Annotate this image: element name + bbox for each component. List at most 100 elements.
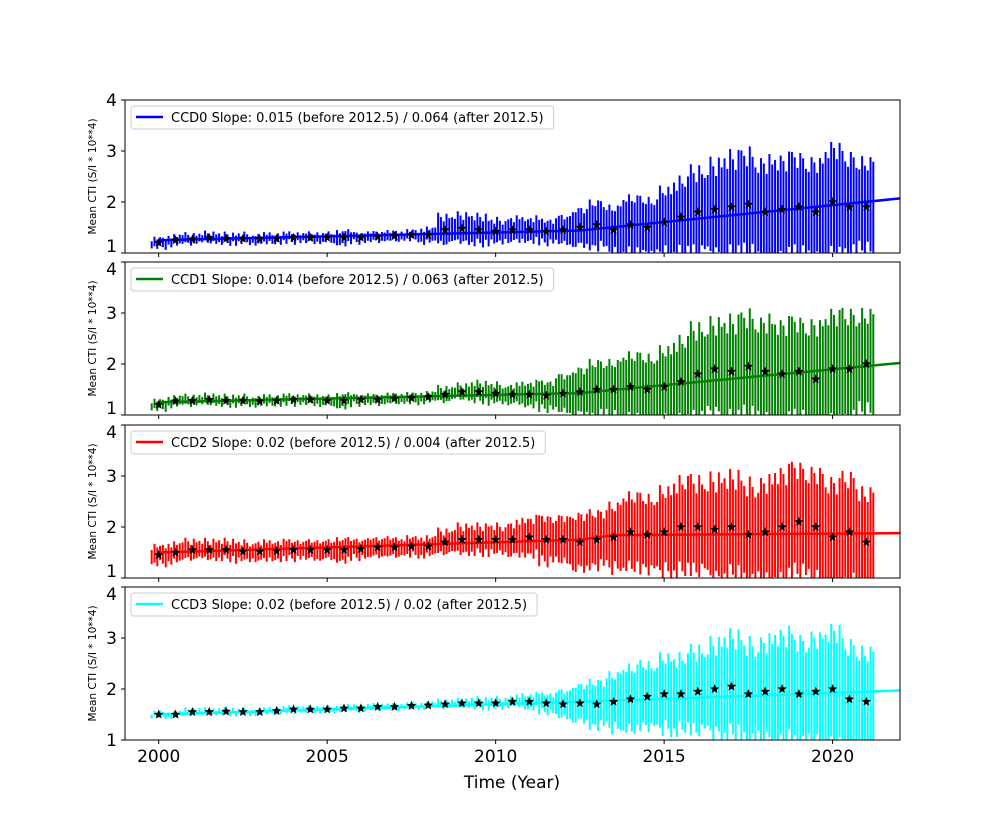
data-point — [507, 696, 518, 706]
data-point — [170, 235, 181, 245]
subplot-ccd0: 1 2 3 4 Mean CTI (S/I * 10**4) CCD0 Slope: 0.… — [87, 91, 901, 257]
data-point — [844, 202, 855, 212]
data-point — [457, 698, 467, 708]
data-point — [187, 707, 198, 716]
data-point — [238, 546, 248, 556]
data-point — [339, 703, 349, 713]
data-point — [592, 384, 602, 394]
data-point — [794, 689, 804, 699]
data-point — [659, 217, 669, 227]
data-point — [743, 199, 754, 209]
data-point — [322, 704, 332, 714]
data-point — [709, 364, 720, 374]
data-point — [153, 550, 164, 560]
data-point — [743, 361, 754, 371]
x-tick-label: 2005 — [306, 747, 349, 767]
data-point — [726, 202, 737, 212]
y-axis-label: Mean CTI (S/I * 10**4) — [87, 280, 99, 396]
subplot-ccd3: 1 2 3 4 2000 2005 2010 2015 2020 Mean CTI (S/I * … — [87, 585, 901, 767]
legend: CCD1 Slope: 0.014 (before 2012.5) / 0.06… — [130, 267, 555, 292]
data-point — [204, 545, 214, 554]
data-point — [659, 381, 669, 391]
data-point — [322, 395, 332, 405]
data-point — [794, 202, 804, 212]
legend-label: CCD0 Slope: 0.015 (before 2012.5) / 0.06… — [171, 111, 544, 126]
data-point — [861, 696, 872, 706]
data-point — [423, 230, 433, 240]
data-point — [541, 390, 551, 400]
data-point — [541, 534, 551, 544]
y-tick-label: 1 — [106, 731, 117, 751]
data-point — [389, 542, 400, 552]
data-point — [558, 699, 568, 709]
y-tick-label: 1 — [106, 237, 117, 257]
y-tick-label: 3 — [106, 629, 117, 649]
data-point — [659, 527, 669, 537]
data-point — [760, 527, 770, 537]
data-point — [153, 709, 164, 719]
plot-frame — [124, 99, 901, 254]
data-point — [524, 389, 535, 399]
data-point — [709, 524, 720, 534]
x-tick-label: 2020 — [811, 747, 854, 767]
y-tick-label: 3 — [106, 142, 117, 162]
legend: CCD3 Slope: 0.02 (before 2012.5) / 0.02 … — [130, 592, 538, 617]
data-point — [827, 684, 838, 693]
data-point — [474, 698, 484, 708]
data-point — [440, 537, 450, 547]
y-tick-label: 3 — [106, 304, 117, 324]
data-point — [288, 704, 299, 714]
data-point — [153, 399, 164, 409]
data-point — [153, 237, 164, 247]
data-point — [558, 388, 568, 398]
data-point — [811, 374, 821, 384]
fit-line — [158, 197, 900, 242]
data-point — [356, 703, 366, 713]
data-point — [743, 529, 754, 539]
y-tick-label: 4 — [106, 91, 117, 111]
data-point — [221, 233, 231, 243]
data-point — [844, 694, 855, 704]
data-point — [659, 689, 669, 699]
data-point — [726, 366, 737, 376]
legend-label: CCD1 Slope: 0.014 (before 2012.5) / 0.06… — [171, 273, 544, 288]
data-point — [339, 232, 349, 242]
data-point — [238, 707, 248, 716]
x-tick-label: 2000 — [137, 747, 180, 767]
y-tick-label: 4 — [106, 423, 117, 443]
data-point — [777, 522, 787, 531]
data-point — [827, 197, 838, 206]
data-point — [861, 537, 872, 547]
data-point — [861, 359, 872, 368]
data-point — [373, 231, 383, 241]
data-point — [777, 204, 787, 214]
data-point — [861, 202, 872, 212]
x-tick-label: 2010 — [474, 747, 517, 767]
data-point — [541, 698, 551, 708]
data-point — [608, 696, 619, 706]
data-point — [440, 389, 450, 399]
legend: CCD0 Slope: 0.015 (before 2012.5) / 0.06… — [130, 105, 555, 130]
data-point — [204, 232, 214, 242]
data-point — [339, 395, 349, 405]
data-point — [406, 393, 417, 403]
data-point — [524, 225, 535, 235]
data-point — [592, 219, 602, 229]
data-point — [524, 696, 535, 706]
data-point — [423, 392, 433, 402]
data-point — [474, 387, 484, 397]
data-point — [204, 394, 214, 404]
data-point — [490, 534, 501, 544]
legend-label: CCD3 Slope: 0.02 (before 2012.5) / 0.02 … — [171, 598, 527, 613]
y-tick-label: 1 — [106, 562, 117, 582]
data-point — [676, 376, 686, 386]
data-point — [709, 684, 720, 693]
data-point — [524, 532, 535, 542]
data-point — [726, 522, 737, 531]
data-point — [490, 226, 501, 236]
data-point — [625, 527, 636, 537]
data-point — [811, 522, 821, 531]
data-point — [288, 545, 299, 554]
data-point — [676, 689, 686, 699]
